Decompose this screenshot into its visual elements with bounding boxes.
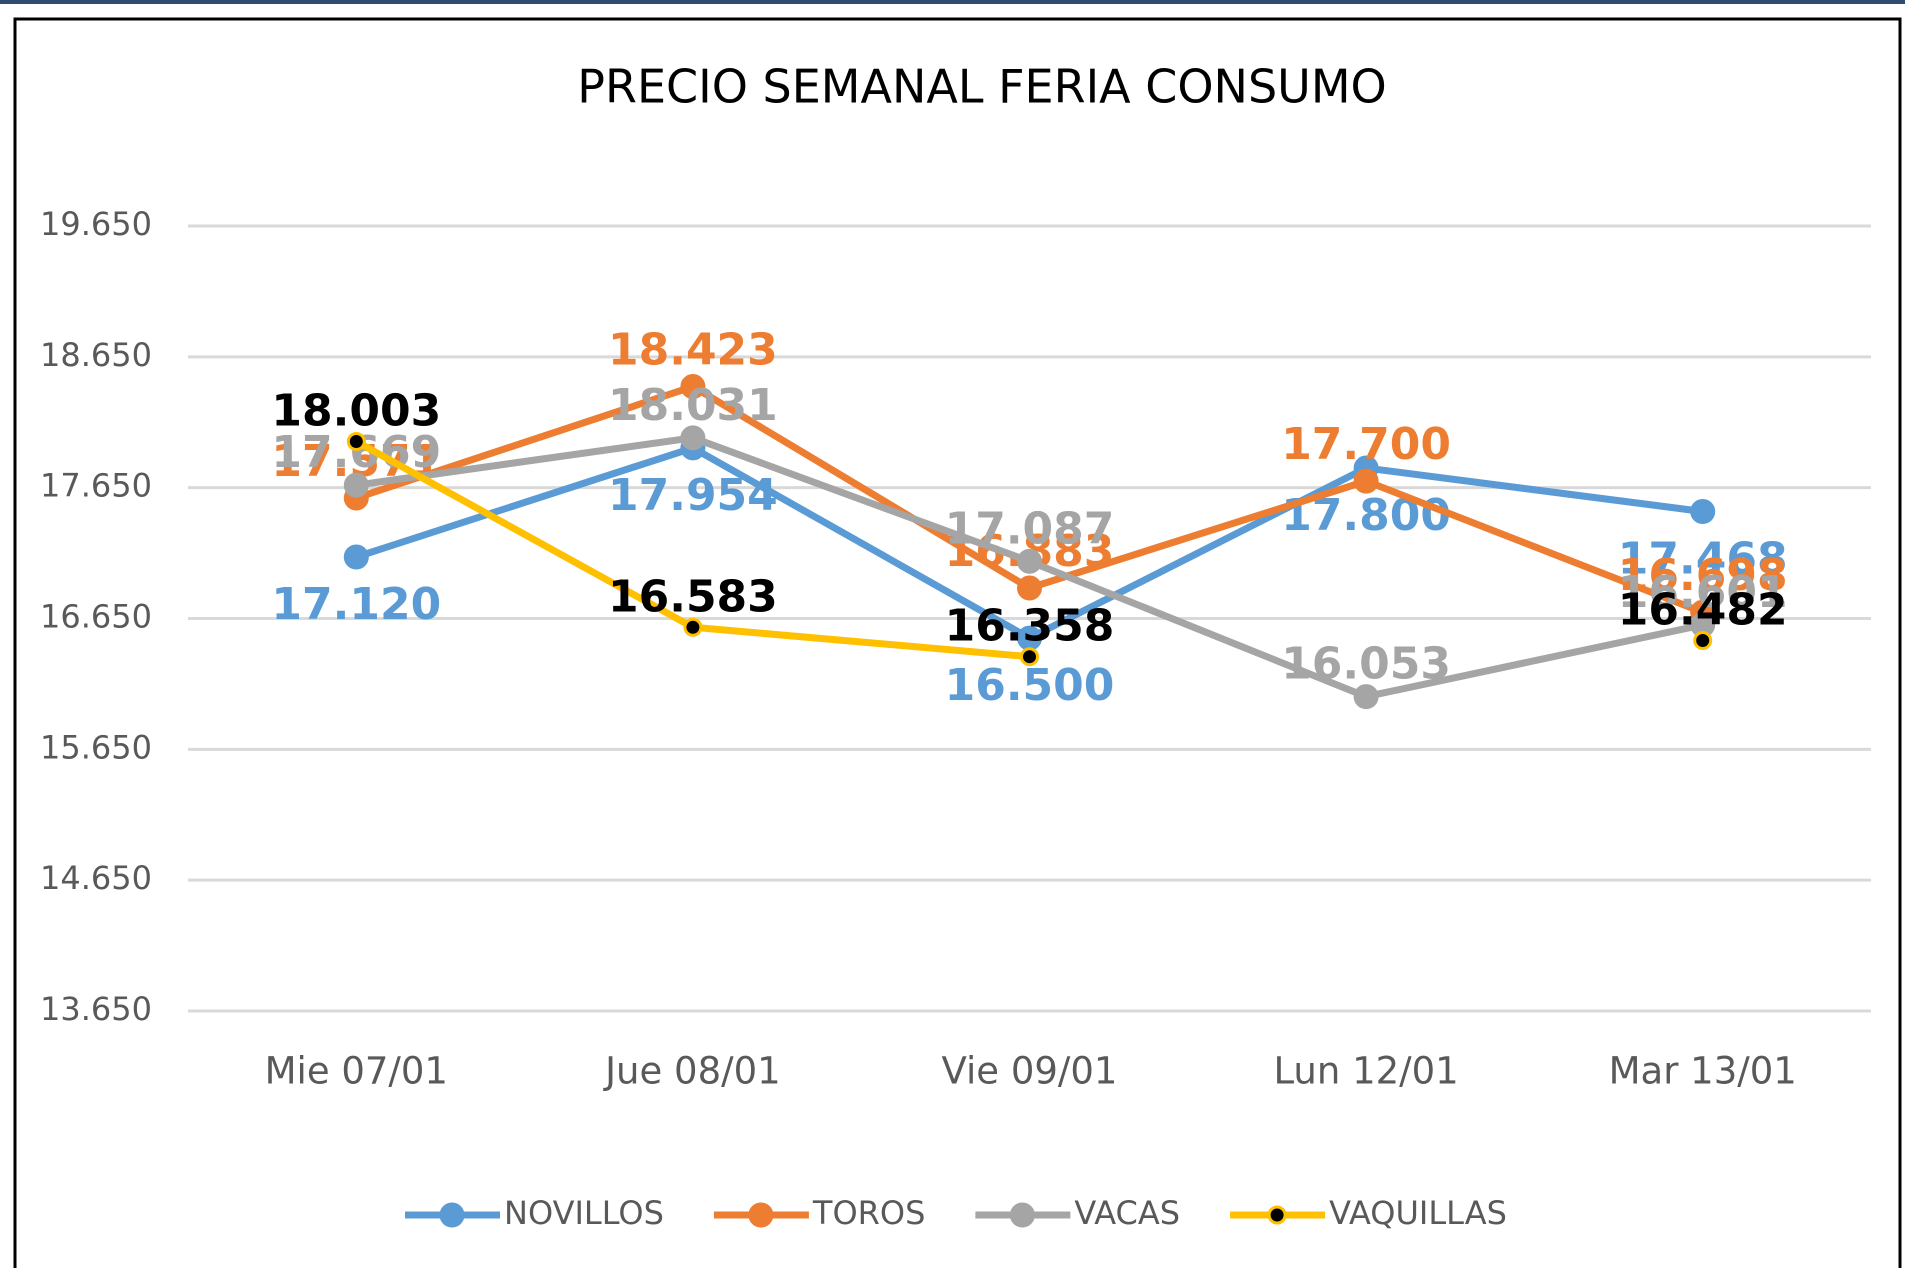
data-label: 17.120 (271, 579, 441, 630)
data-label: 16.053 (1281, 639, 1451, 690)
legend-swatch-marker (1009, 1202, 1035, 1228)
data-label: 17.700 (1281, 419, 1451, 470)
marker (683, 617, 703, 637)
data-label: 18.031 (608, 380, 778, 431)
x-tick-label: Mie 07/01 (265, 1050, 448, 1093)
data-label: 18.003 (271, 385, 441, 436)
marker (343, 544, 369, 570)
marker (346, 431, 366, 451)
data-label: 17.087 (945, 503, 1115, 554)
marker (680, 374, 706, 400)
data-label: 18.423 (608, 325, 778, 376)
marker (343, 472, 369, 498)
legend-swatch-marker (748, 1202, 774, 1228)
legend-swatch-marker (439, 1202, 465, 1228)
y-tick-label: 17.650 (40, 467, 152, 505)
y-tick-label: 13.650 (40, 990, 152, 1028)
y-tick-label: 15.650 (40, 728, 152, 766)
x-tick-label: Mar 13/01 (1609, 1050, 1797, 1093)
data-label: 16.698 (1618, 550, 1788, 601)
marker (1693, 630, 1713, 650)
data-label: 16.500 (945, 660, 1115, 711)
legend-label: TOROS (812, 1194, 925, 1232)
marker (1017, 548, 1042, 574)
legend-swatch-marker (1267, 1205, 1287, 1225)
marker (1353, 468, 1379, 494)
x-tick-label: Jue 08/01 (603, 1050, 781, 1093)
data-label: 17.954 (608, 470, 778, 521)
marker (1017, 575, 1042, 601)
legend-label: VACAS (1074, 1194, 1180, 1232)
legend-label: VAQUILLAS (1329, 1194, 1507, 1232)
data-label: 16.583 (608, 571, 778, 622)
marker (680, 425, 706, 451)
legend-label: NOVILLOS (504, 1194, 664, 1232)
marker (1353, 684, 1379, 710)
data-label: 16.358 (945, 601, 1115, 652)
x-tick-label: Vie 09/01 (942, 1050, 1118, 1093)
chart-title: PRECIO SEMANAL FERIA CONSUMO (577, 60, 1386, 114)
y-tick-label: 14.650 (40, 859, 152, 897)
marker (1020, 647, 1039, 667)
data-label: 16.482 (1618, 584, 1788, 635)
data-label: 17.468 (1618, 533, 1788, 584)
y-tick-label: 19.650 (40, 205, 152, 243)
y-tick-label: 16.650 (40, 598, 152, 636)
x-tick-label: Lun 12/01 (1273, 1050, 1458, 1093)
top-bar (0, 0, 1905, 4)
y-tick-label: 18.650 (40, 336, 152, 374)
marker (1690, 498, 1716, 524)
data-label: 16.601 (1618, 567, 1788, 618)
